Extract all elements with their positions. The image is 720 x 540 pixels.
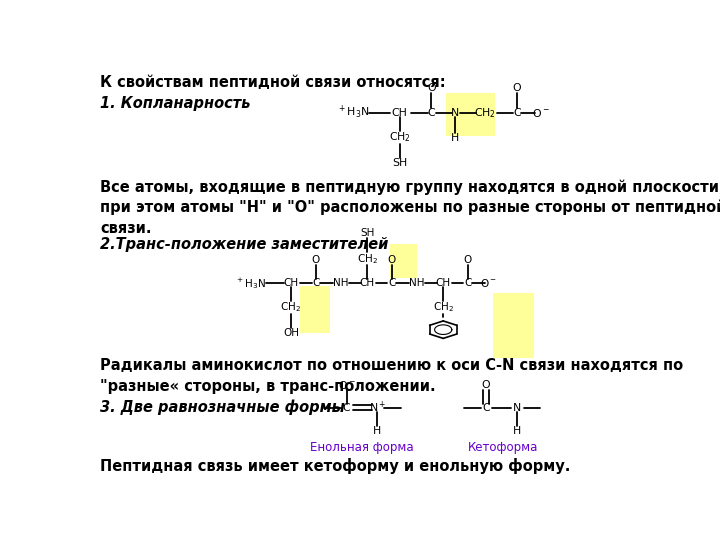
Text: CH: CH bbox=[283, 278, 299, 288]
Text: O$^-$: O$^-$ bbox=[480, 277, 498, 289]
Text: OH: OH bbox=[283, 328, 299, 338]
Text: H: H bbox=[451, 133, 459, 144]
Text: CH: CH bbox=[436, 278, 451, 288]
Text: CH: CH bbox=[392, 107, 408, 118]
Text: 1. Копланарность: 1. Копланарность bbox=[100, 96, 251, 111]
Text: C: C bbox=[464, 278, 472, 288]
Text: Радикалы аминокислот по отношению к оси С-N связи находятся по: Радикалы аминокислот по отношению к оси … bbox=[100, 358, 683, 373]
Text: 2.Транс-положение заместителей: 2.Транс-положение заместителей bbox=[100, 238, 388, 252]
Text: Енольная форма: Енольная форма bbox=[310, 441, 413, 454]
Text: O: O bbox=[388, 255, 396, 265]
Text: CH: CH bbox=[360, 278, 375, 288]
Text: C: C bbox=[513, 107, 521, 118]
Text: O: O bbox=[427, 83, 436, 93]
Text: CH$_2$: CH$_2$ bbox=[280, 300, 302, 314]
Text: O: O bbox=[312, 255, 320, 265]
Text: CH$_2$: CH$_2$ bbox=[474, 106, 496, 119]
Text: C: C bbox=[482, 403, 490, 413]
Text: связи.: связи. bbox=[100, 221, 151, 236]
Text: O: O bbox=[482, 380, 490, 389]
Text: H: H bbox=[373, 426, 382, 436]
Text: $^+$H$_3$N: $^+$H$_3$N bbox=[337, 104, 369, 121]
Bar bbox=[300, 286, 330, 333]
Text: N: N bbox=[513, 403, 521, 413]
Text: N$^+$: N$^+$ bbox=[369, 400, 386, 415]
Text: 3. Две равнозначные формы: 3. Две равнозначные формы bbox=[100, 400, 345, 415]
Text: NH: NH bbox=[409, 278, 424, 288]
Text: O: O bbox=[513, 83, 521, 93]
Text: NH: NH bbox=[333, 278, 348, 288]
Text: SH: SH bbox=[360, 228, 374, 238]
Bar bbox=[446, 93, 495, 136]
Text: C: C bbox=[343, 403, 351, 413]
Text: К свойствам пептидной связи относятся:: К свойствам пептидной связи относятся: bbox=[100, 75, 446, 90]
Text: C: C bbox=[388, 278, 395, 288]
Text: Пептидная связь имеет кетоформу и енольную форму.: Пептидная связь имеет кетоформу и енольн… bbox=[100, 458, 570, 474]
Text: O: O bbox=[464, 255, 472, 265]
Text: при этом атомы "Н" и "О" расположены по разные стороны от пептидной: при этом атомы "Н" и "О" расположены по … bbox=[100, 200, 720, 215]
Text: CH$_2$: CH$_2$ bbox=[389, 130, 410, 144]
Text: O$^-$: O$^-$ bbox=[338, 379, 356, 390]
Text: $^+$H$_3$N: $^+$H$_3$N bbox=[235, 275, 266, 291]
Bar bbox=[390, 244, 417, 278]
Text: "разные« стороны, в транс-положении.: "разные« стороны, в транс-положении. bbox=[100, 379, 436, 394]
Text: CH$_2$: CH$_2$ bbox=[433, 300, 454, 314]
Text: CH$_2$: CH$_2$ bbox=[357, 253, 378, 266]
Text: C: C bbox=[428, 107, 436, 118]
Text: SH: SH bbox=[392, 158, 408, 167]
Text: C: C bbox=[312, 278, 320, 288]
Text: Кетоформа: Кетоформа bbox=[468, 441, 538, 454]
Text: O$^-$: O$^-$ bbox=[532, 106, 550, 119]
Text: N: N bbox=[451, 107, 459, 118]
Text: Все атомы, входящие в пептидную группу находятся в одной плоскости,: Все атомы, входящие в пептидную группу н… bbox=[100, 179, 720, 194]
Bar bbox=[493, 294, 534, 358]
Text: H: H bbox=[513, 426, 521, 436]
